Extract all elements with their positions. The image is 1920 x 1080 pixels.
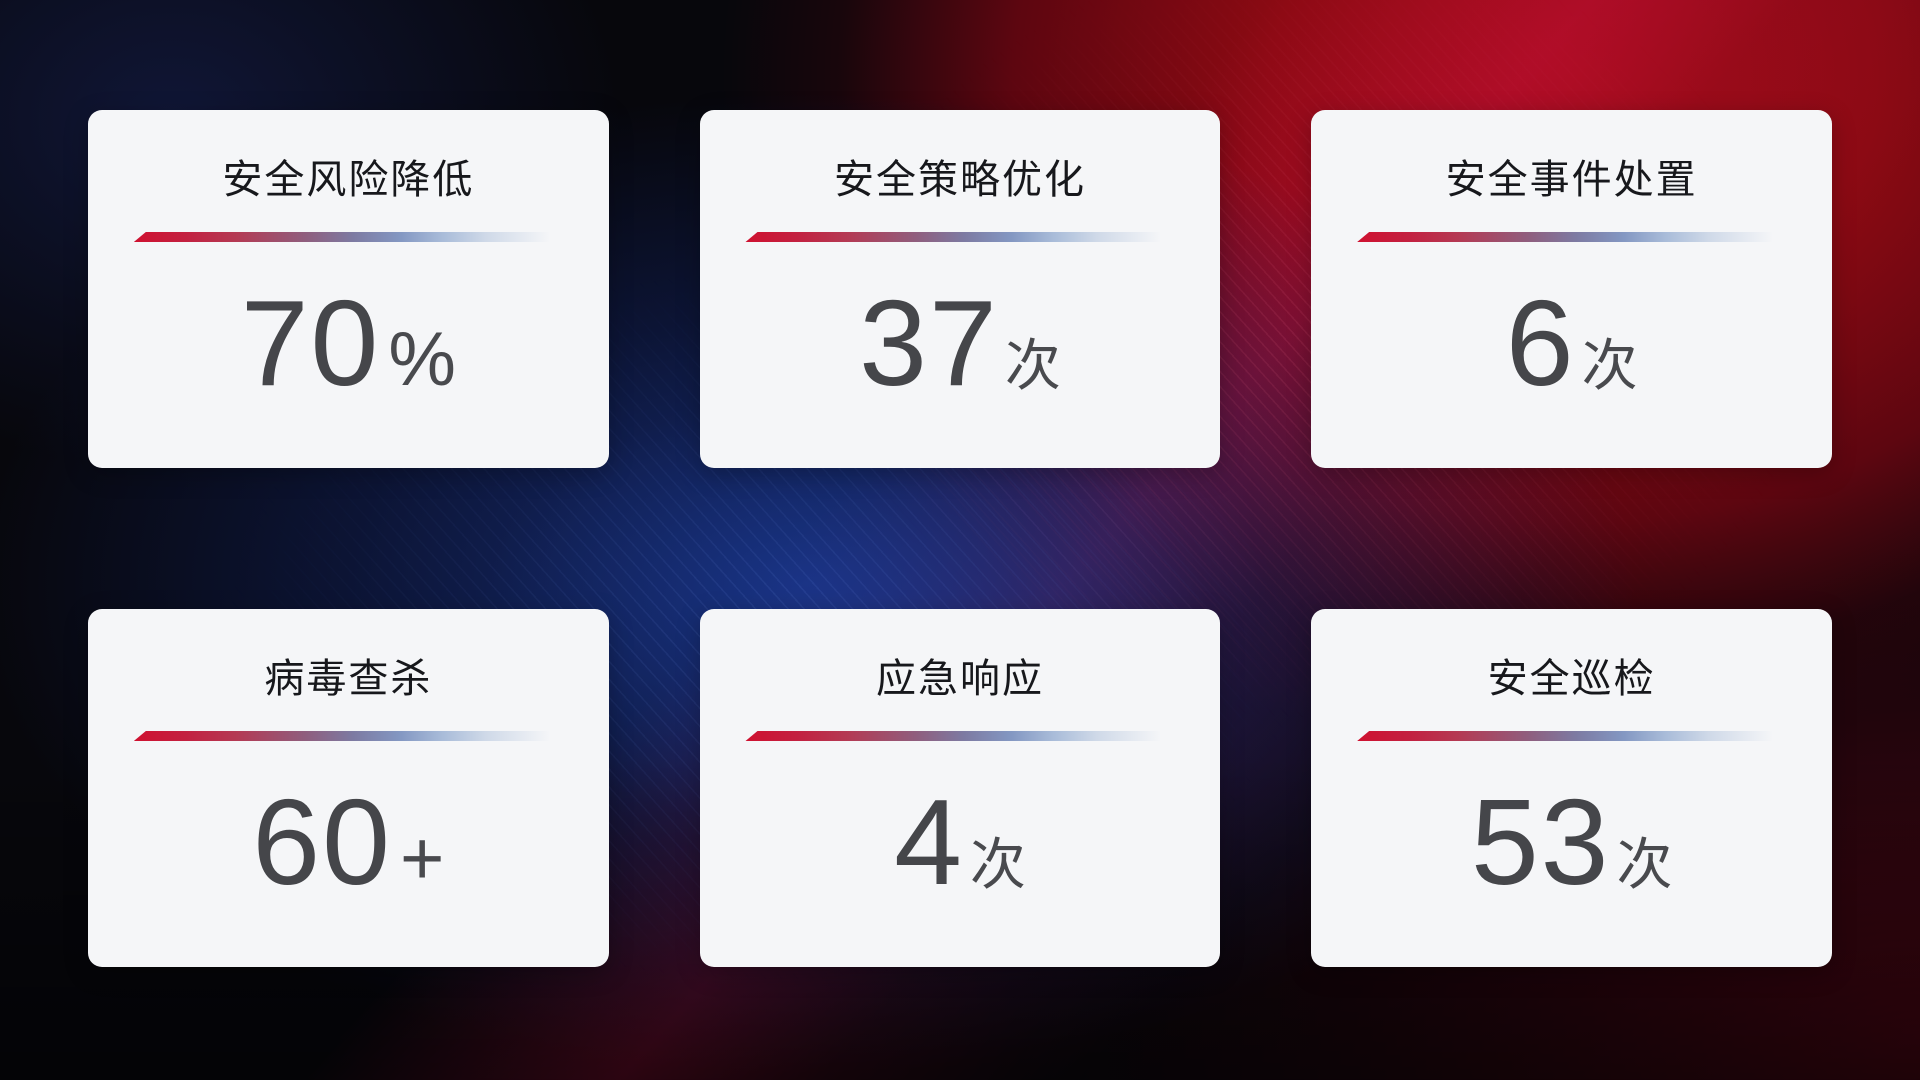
stat-card-title: 安全策略优化 (833, 158, 1086, 202)
stat-card-virus-scan: 病毒查杀 60 + (88, 609, 609, 967)
stat-card-title: 安全风险降低 (222, 158, 475, 202)
stat-value-group: 70 % (241, 282, 456, 404)
accent-divider (1357, 731, 1787, 741)
stat-card-policy-optimization: 安全策略优化 37 次 (699, 110, 1221, 468)
stat-card-security-inspection: 安全巡检 53 次 (1311, 609, 1832, 967)
stat-unit: 次 (1616, 833, 1673, 896)
stat-unit: 次 (1581, 334, 1638, 397)
accent-divider (133, 731, 563, 741)
stat-value: 4 (894, 774, 964, 910)
stat-card-title: 病毒查杀 (264, 657, 433, 701)
stat-value-group: 53 次 (1471, 781, 1673, 903)
accent-divider (1357, 232, 1787, 242)
stat-card-title: 安全事件处置 (1445, 158, 1698, 202)
stat-card-emergency-response: 应急响应 4 次 (699, 609, 1221, 967)
accent-divider (133, 232, 563, 242)
stat-value-group: 37 次 (859, 282, 1061, 404)
stat-value: 53 (1470, 774, 1611, 910)
accent-divider (745, 232, 1175, 242)
stat-value: 70 (240, 275, 381, 411)
stat-value-group: 4 次 (894, 781, 1026, 903)
stat-value: 60 (252, 774, 392, 910)
stat-unit: % (388, 317, 456, 402)
stat-value: 37 (859, 275, 999, 411)
stat-unit: + (399, 816, 445, 901)
stat-unit: 次 (969, 833, 1026, 896)
stat-card-title: 应急响应 (875, 657, 1044, 701)
accent-divider (745, 731, 1175, 741)
stat-unit: 次 (1004, 334, 1061, 397)
stat-card-security-risk: 安全风险降低 70 % (88, 110, 609, 468)
stat-card-title: 安全巡检 (1487, 657, 1656, 701)
stat-value-group: 6 次 (1506, 282, 1638, 404)
stat-value: 6 (1505, 275, 1576, 411)
stat-value-group: 60 + (252, 781, 444, 903)
stat-card-incident-handling: 安全事件处置 6 次 (1311, 110, 1832, 468)
